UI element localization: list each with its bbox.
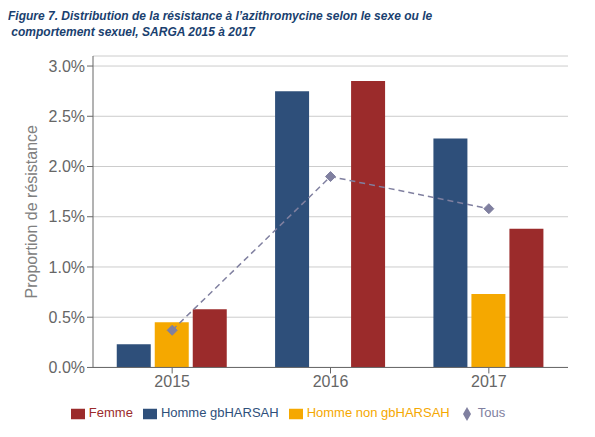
svg-text:1.5%: 1.5% (49, 208, 85, 225)
html-text:Tous: Tous (477, 405, 506, 421)
svg-text:Proportion de résistance: Proportion de résistance (23, 125, 40, 299)
svg-text:0.5%: 0.5% (49, 309, 85, 326)
svg-text:0.0%: 0.0% (49, 359, 85, 376)
svg-text:1.0%: 1.0% (49, 259, 85, 276)
svg-text:2015: 2015 (154, 373, 190, 390)
svg-text:3.0%: 3.0% (49, 58, 85, 75)
html-text:Figure 7. Distribution de la r: Figure 7. Distribution de la résistance … (8, 9, 433, 23)
svg-text:2016: 2016 (313, 373, 349, 390)
svg-text:2.5%: 2.5% (49, 108, 85, 125)
svg-text:2.0%: 2.0% (49, 158, 85, 175)
html-text:Homme gbHARSAH: Homme gbHARSAH (160, 405, 279, 421)
svg-text:2017: 2017 (471, 373, 507, 390)
html-text:Homme non gbHARSAH: Homme non gbHARSAH (306, 405, 450, 421)
html-text:Femme: Femme (88, 405, 133, 421)
html-text:comportement sexuel, SARGA 201: comportement sexuel, SARGA 2015 à 2017 (8, 25, 255, 39)
